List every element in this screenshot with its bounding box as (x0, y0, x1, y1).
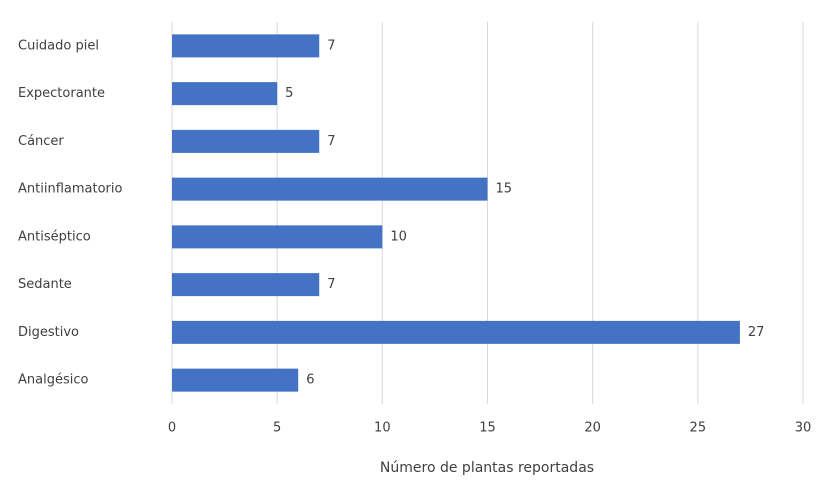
data-label: 6 (306, 373, 314, 388)
data-label: 10 (390, 229, 407, 244)
y-tick-label: Cuidado piel (18, 38, 99, 53)
y-tick-label: Digestivo (18, 325, 79, 340)
x-axis-label: Número de plantas reportadas (380, 460, 594, 476)
y-tick-label: Sedante (18, 277, 72, 292)
bar (172, 82, 278, 106)
x-tick-label: 0 (168, 421, 176, 436)
x-tick-label: 30 (795, 421, 812, 436)
data-label: 5 (285, 86, 293, 101)
bar (172, 129, 320, 153)
y-tick-label: Expectorante (18, 86, 105, 101)
bar (172, 273, 320, 297)
y-tick-label: Cáncer (18, 134, 64, 149)
x-tick-label: 5 (273, 421, 281, 436)
x-tick-label: 15 (479, 421, 496, 436)
x-tick-label: 10 (374, 421, 391, 436)
data-label: 15 (496, 182, 513, 197)
y-tick-label: Antiséptico (18, 229, 91, 244)
y-tick-label: Analgésico (18, 373, 88, 388)
data-label: 7 (327, 277, 335, 292)
bar (172, 177, 488, 201)
bar (172, 225, 383, 249)
bar (172, 320, 740, 344)
data-label: 7 (327, 38, 335, 53)
bar (172, 368, 299, 392)
x-tick-label: 25 (690, 421, 707, 436)
y-tick-label: Antiinflamatorio (18, 182, 122, 197)
data-label: 7 (327, 134, 335, 149)
bar (172, 34, 320, 58)
data-label: 27 (748, 325, 765, 340)
x-tick-label: 20 (584, 421, 601, 436)
